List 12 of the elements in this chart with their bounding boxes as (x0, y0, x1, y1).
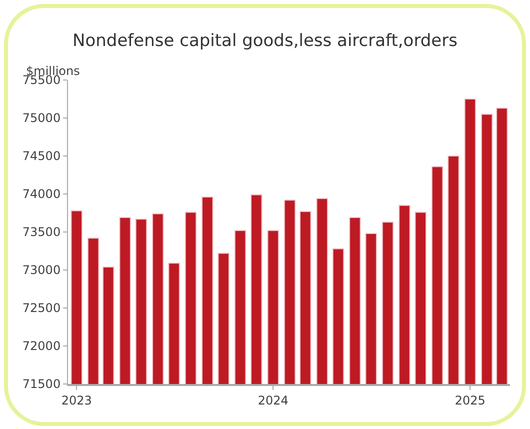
x-tick-label: 2024 (258, 393, 288, 408)
y-tick-label: 73000 (22, 263, 61, 278)
y-tick-label: 74500 (22, 149, 61, 164)
x-tick-label: 2025 (454, 393, 486, 408)
y-tick-label: 71500 (22, 377, 61, 392)
x-tick-label: 2023 (61, 393, 92, 408)
chart-title: Nondefense capital goods,less aircraft,orders (72, 31, 458, 52)
y-tick-label: 72500 (22, 301, 61, 316)
y-tick-label: 74000 (22, 187, 61, 202)
y-tick-label: 72000 (22, 339, 61, 354)
y-tick-label: 73500 (22, 225, 61, 240)
y-tick-label: 75000 (22, 111, 61, 126)
